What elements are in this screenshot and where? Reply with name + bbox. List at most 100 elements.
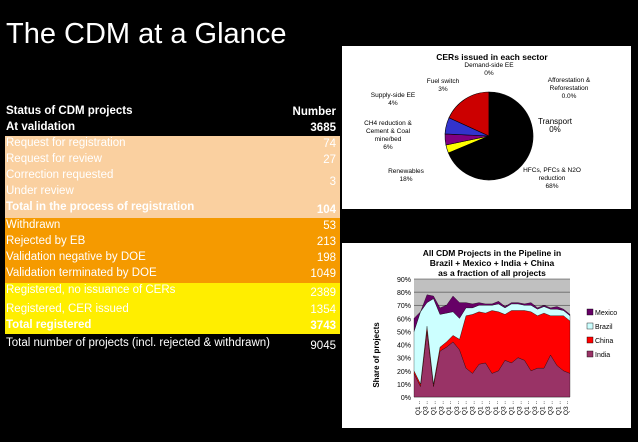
legend-label: Mexico [595, 310, 617, 317]
legend-swatch [586, 308, 594, 316]
x-tick-label: Q1 .. [446, 401, 453, 415]
pie-label-pct: 68% [545, 183, 559, 190]
x-tick-label: Q3 .. [485, 401, 492, 415]
y-tick-label: 10% [397, 382, 411, 389]
pie-chart-panel: CERs issued in each sector Demand-side E… [342, 46, 631, 209]
y-tick-label: 40% [397, 343, 411, 350]
x-tick-label: Q1 .. [477, 401, 484, 415]
pie-label-pct: 3% [438, 86, 448, 93]
pie-label-pct: 0.0% [561, 93, 577, 100]
legend-swatch [586, 336, 594, 344]
row-value: 3743 [310, 320, 336, 332]
y-tick-label: 90% [397, 277, 411, 284]
header-label: Status of CDM projects [6, 105, 133, 117]
pie-title: CERs issued in each sector [436, 52, 548, 62]
table-row: Validation negative by DOE 198 [5, 250, 340, 266]
row-value: 1049 [310, 268, 336, 280]
pie-label-name: Renewables [388, 168, 424, 175]
pie-label-demand: Demand-side EE 0% [463, 62, 515, 78]
x-tick-label: Q3 .. [423, 401, 430, 415]
x-tick-label: Q3 .. [563, 401, 570, 415]
x-tick-label: Q1 .. [524, 401, 531, 415]
row-value: 2389 [310, 287, 336, 299]
x-tick-label: Q3 .. [548, 401, 555, 415]
pie-chart: CERs issued in each sector [436, 52, 548, 181]
legend-label: India [595, 352, 610, 359]
table-row: Correction requested 3 Under review [5, 168, 340, 200]
row-value: 3685 [310, 122, 336, 134]
x-tick-label: Q1 .. [509, 401, 516, 415]
y-tick-label: 60% [397, 316, 411, 323]
legend-swatch [586, 322, 594, 330]
header-value: Number [292, 106, 336, 118]
table-row: Withdrawn 53 [5, 218, 340, 234]
slide-title: The CDM at a Glance [6, 18, 287, 50]
table-row: At validation 3685 [5, 120, 340, 136]
table-header: Status of CDM projects Number [5, 104, 340, 120]
pie-label-pct: 4% [388, 100, 398, 107]
row-value: 104 [316, 204, 336, 216]
table-row: Rejected by EB 213 [5, 234, 340, 250]
row-label: Withdrawn [6, 219, 61, 231]
table-row: Total number of projects (incl. rejected… [5, 334, 340, 354]
row-label: Validation terminated by DOE [6, 267, 157, 279]
area-series-mexico [413, 294, 571, 332]
y-tick-label: 20% [397, 369, 411, 376]
row-label: At validation [6, 121, 76, 133]
x-tick-label: Q3 .. [532, 401, 539, 415]
table-row: Registered, CER issued 1354 [5, 300, 340, 318]
status-table: Status of CDM projects Number At validat… [5, 104, 340, 354]
area-title-line-3: as a fraction of all projects [438, 268, 546, 278]
pie-label-pct: 6% [383, 144, 393, 151]
table-row: Request for review 27 [5, 152, 340, 168]
pie-label-supply: Supply-side EE 4% [367, 92, 419, 108]
pie-label-renewables: Renewables 18% [380, 168, 432, 184]
table-row: Total registered 3743 [5, 318, 340, 334]
legend-label: Brazil [595, 324, 613, 331]
row-value: 213 [316, 236, 336, 248]
table-row: Total in the process of registration 104 [5, 200, 340, 218]
x-tick-label: Q3 .. [501, 401, 508, 415]
row-label: Request for registration [6, 137, 126, 149]
y-tick-label: 30% [397, 356, 411, 363]
table-row: Request for registration 74 [5, 136, 340, 152]
x-tick-label: Q1 .. [431, 401, 438, 415]
pie-label-name: Transport [538, 117, 572, 126]
y-tick-label: 70% [397, 303, 411, 310]
pie-label-name: HFCs, PFCs & N2O reduction [523, 167, 581, 182]
x-tick-label: Q3 .. [438, 401, 445, 415]
pie-label-pct: 0% [549, 125, 561, 134]
y-tick-label: 50% [397, 329, 411, 336]
row-label: Total in the process of registration [6, 201, 195, 213]
area-chart-panel: All CDM Projects in the Pipeline in Braz… [342, 243, 631, 428]
area-chart: All CDM Projects in the Pipeline in Braz… [372, 248, 617, 415]
row-label: Registered, no issuance of CERs [6, 284, 176, 296]
pie-label-transport: Transport 0% [530, 118, 580, 134]
row-value: 27 [323, 154, 336, 166]
pie-label-afforestation: Afforestation & Reforestation 0.0% [534, 77, 604, 101]
x-tick-label: Q3 .. [516, 401, 523, 415]
legend-label: China [595, 338, 613, 345]
x-tick-label: Q1 .. [555, 401, 562, 415]
row-label: Request for review [6, 153, 102, 165]
row-value: 3 [329, 176, 336, 188]
y-tick-label: 80% [397, 290, 411, 297]
pie-label-name: Supply-side EE [370, 92, 416, 99]
pie-label-name: Afforestation & Reforestation [547, 77, 591, 92]
pie-slice [448, 91, 534, 181]
row-label: Rejected by EB [6, 235, 86, 247]
row-value: 53 [323, 220, 336, 232]
x-tick-label: Q1 .. [415, 401, 422, 415]
table-row: Registered, no issuance of CERs 2389 [5, 283, 340, 300]
y-tick-label: 0% [401, 395, 411, 402]
pie-label-ch4: CH4 reduction & Cement & Coal mine/bed 6… [362, 120, 414, 152]
x-tick-label: Q1 .. [493, 401, 500, 415]
y-axis-label: Share of projects [372, 322, 381, 388]
row-label: Total registered [6, 319, 92, 331]
row-label: Total number of projects (incl. rejected… [6, 337, 270, 349]
legend-swatch [586, 350, 594, 358]
pie-label-pct: 18% [399, 176, 413, 183]
table-row: Validation terminated by DOE 1049 [5, 266, 340, 283]
pie-label-pct: 0% [484, 70, 494, 77]
pie-label-name: CH4 reduction & Cement & Coal mine/bed [364, 120, 412, 143]
